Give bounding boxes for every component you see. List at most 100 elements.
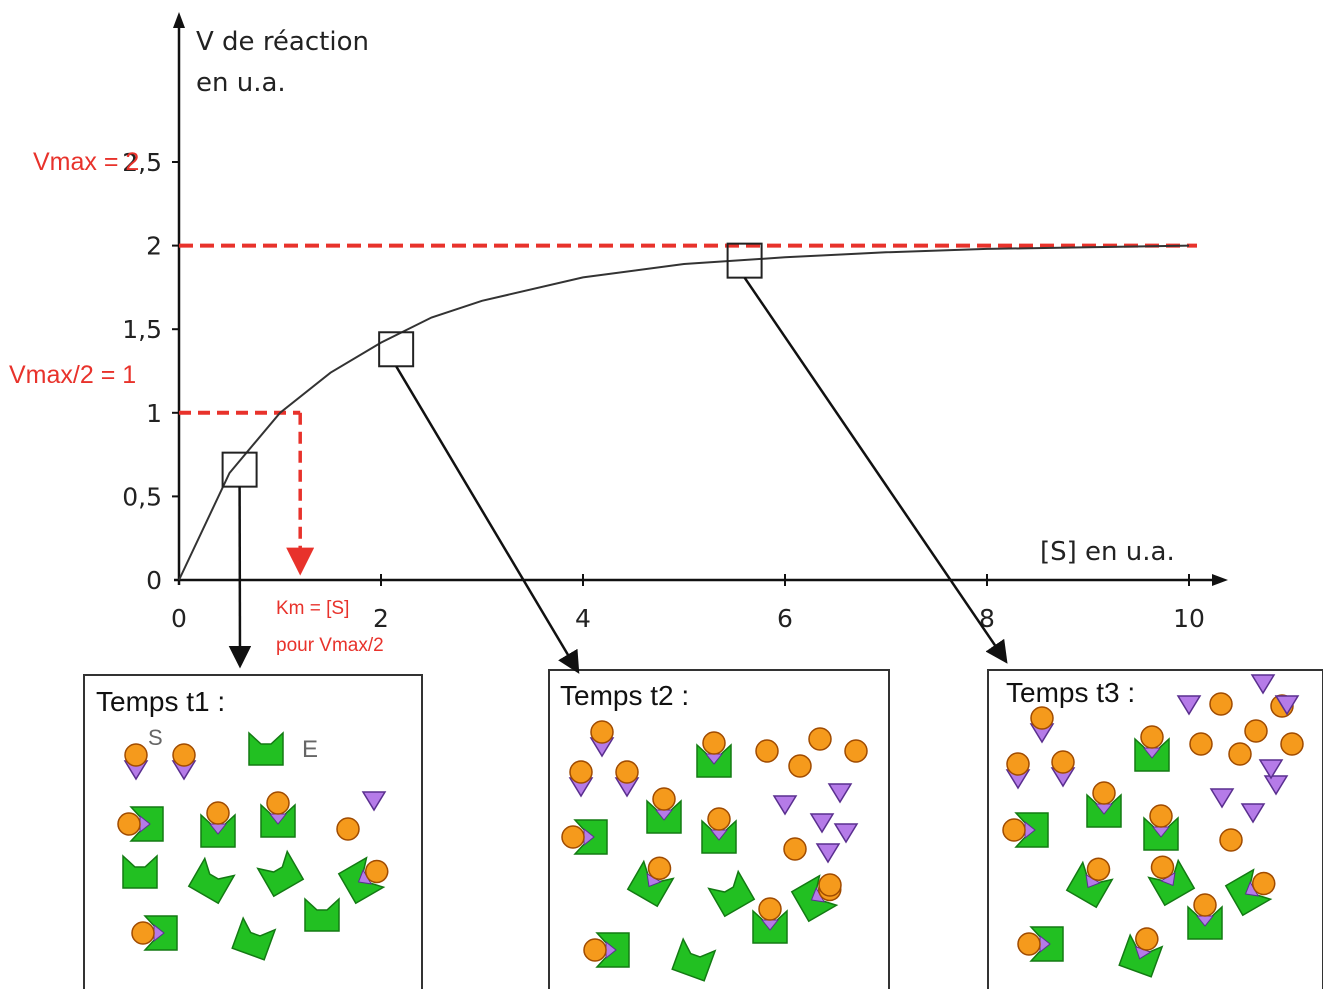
enzyme-substrate-complex [626, 856, 675, 908]
substrate-molecule [1051, 750, 1075, 774]
substrate-molecule [1189, 732, 1213, 756]
enzyme-substrate-complex [561, 819, 608, 855]
x-tick-label: 4 [575, 604, 591, 633]
substrate-molecule [590, 720, 614, 744]
substrate-molecule [1006, 752, 1030, 776]
x-tick-label: 10 [1173, 604, 1205, 633]
enzyme-substrate-complex [696, 731, 732, 778]
km-label-line1: Km = [S] [276, 598, 349, 619]
y-tick-label: 1 [146, 399, 162, 428]
enzyme-substrate-complex [200, 801, 236, 848]
substrate-molecule [569, 760, 593, 784]
substrate-molecule [1219, 828, 1243, 852]
enzyme-label: E [302, 736, 318, 763]
product-molecule [833, 823, 859, 844]
x-tick-label: 2 [373, 604, 389, 633]
product-molecule [1258, 759, 1284, 780]
substrate-molecule [1030, 706, 1054, 730]
x-tick-label: 0 [171, 604, 187, 633]
product-molecule [1263, 775, 1289, 796]
enzyme-molecule [256, 849, 305, 898]
highlight-box-t2 [378, 331, 415, 368]
substrate-molecule [808, 727, 832, 751]
x-tick-label: 6 [777, 604, 793, 633]
substrate-molecule [783, 837, 807, 861]
y-tick-label: 2 [146, 232, 162, 261]
product-molecule [827, 783, 853, 804]
enzyme-molecule [122, 854, 158, 889]
vmax-half-label: Vmax/2 = 1 [9, 361, 136, 389]
enzyme-molecule [231, 916, 277, 961]
enzyme-substrate-complex [1002, 812, 1049, 848]
panel-t1-title: Temps t1 : [96, 686, 225, 717]
product-molecule [815, 843, 841, 864]
enzyme-molecule [187, 856, 236, 905]
substrate-molecule [818, 873, 842, 897]
substrate-molecule [755, 739, 779, 763]
highlight-box-t1 [221, 451, 258, 488]
substrate-molecule [615, 760, 639, 784]
product-molecule [1274, 695, 1300, 716]
substrate-molecule [172, 743, 196, 767]
panel-t1: Temps t1 : S E [83, 674, 423, 989]
substrate-molecule [1244, 719, 1268, 743]
enzyme-substrate-complex [1224, 868, 1276, 917]
reaction-rate-curve [178, 244, 1190, 581]
enzyme-substrate-complex [646, 787, 682, 834]
enzyme-substrate-complex [337, 856, 389, 905]
enzyme-substrate-complex [1147, 855, 1196, 907]
enzyme-substrate-complex [1187, 893, 1223, 940]
panel-t2: Temps t2 : [548, 669, 890, 989]
panel-t3: Temps t3 : [987, 669, 1323, 989]
product-molecule [1240, 803, 1266, 824]
y-axis-title-line2: en u.a. [196, 68, 286, 98]
substrate-molecule [1209, 692, 1233, 716]
enzyme-substrate-complex [1017, 926, 1064, 962]
vmax-label: Vmax = 2 [33, 148, 139, 176]
product-molecule [1209, 788, 1235, 809]
x-tick-label: 8 [979, 604, 995, 633]
substrate-label: S [148, 725, 163, 750]
x-axis-title: [S] en u.a. [1040, 537, 1175, 567]
enzyme-substrate-complex [260, 791, 296, 838]
substrate-molecule [844, 739, 868, 763]
enzyme-substrate-complex [117, 806, 164, 842]
enzyme-molecule [707, 869, 756, 918]
enzyme-substrate-complex [701, 807, 737, 854]
product-molecule [361, 791, 387, 812]
connector-arrow-t2 [395, 365, 580, 674]
y-axis-title-line1: V de réaction [196, 27, 369, 57]
y-tick-label: 2,5 [122, 148, 162, 177]
enzyme-molecule [304, 897, 340, 932]
product-molecule [1176, 695, 1202, 716]
enzyme-substrate-complex [1086, 781, 1122, 828]
x-axis-arrowhead [1212, 574, 1228, 586]
connector-arrow-t3 [743, 276, 1008, 664]
enzyme-substrate-complex [1118, 927, 1164, 978]
enzyme-substrate-complex [752, 897, 788, 944]
product-molecule [1250, 674, 1276, 695]
y-tick-label: 0 [146, 566, 162, 595]
substrate-molecule [1280, 732, 1304, 756]
y-tick-label: 1,5 [122, 315, 162, 344]
product-molecule [772, 795, 798, 816]
substrate-molecule [124, 743, 148, 767]
y-tick-label: 0,5 [122, 482, 162, 511]
enzyme-molecule [671, 937, 717, 982]
enzyme-substrate-complex [1134, 725, 1170, 772]
enzyme-substrate-complex [131, 915, 178, 951]
substrate-molecule [788, 754, 812, 778]
substrate-molecule [336, 817, 360, 841]
km-label-line2: pour Vmax/2 [276, 635, 384, 656]
product-molecule [809, 813, 835, 834]
enzyme-substrate-complex [1065, 857, 1114, 909]
panel-t2-title: Temps t2 : [560, 680, 689, 711]
axes [173, 12, 1228, 586]
panel-t3-title: Temps t3 : [1006, 677, 1135, 708]
substrate-molecule [1228, 742, 1252, 766]
enzyme-substrate-complex [1143, 804, 1179, 851]
enzyme-molecule [248, 731, 284, 766]
y-axis-arrowhead [173, 12, 185, 28]
enzyme-substrate-complex [583, 932, 630, 968]
